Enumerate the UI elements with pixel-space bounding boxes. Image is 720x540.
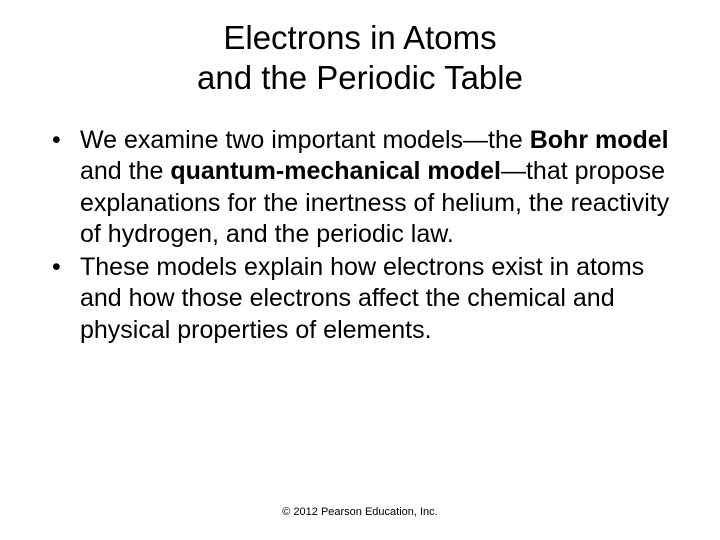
bullet-item: • These models explain how electrons exi…	[48, 252, 680, 346]
bullet-marker: •	[48, 125, 80, 250]
title-line-2: and the Periodic Table	[197, 59, 523, 96]
content-area: • We examine two important models—the Bo…	[40, 125, 680, 346]
body-text: and the	[80, 157, 170, 185]
bold-text: Bohr model	[530, 126, 669, 154]
body-text: These models explain how electrons exist…	[80, 253, 644, 344]
bullet-marker: •	[48, 252, 80, 346]
slide-title: Electrons in Atoms and the Periodic Tabl…	[40, 18, 680, 97]
bullet-text-1: We examine two important models—the Bohr…	[80, 125, 680, 250]
slide-container: Electrons in Atoms and the Periodic Tabl…	[0, 0, 720, 540]
bullet-text-2: These models explain how electrons exist…	[80, 252, 680, 346]
copyright-footer: © 2012 Pearson Education, Inc.	[0, 506, 720, 518]
bold-text: quantum-mechanical model	[170, 157, 501, 185]
body-text: We examine two important models—the	[80, 126, 530, 154]
title-line-1: Electrons in Atoms	[223, 19, 496, 56]
bullet-item: • We examine two important models—the Bo…	[48, 125, 680, 250]
